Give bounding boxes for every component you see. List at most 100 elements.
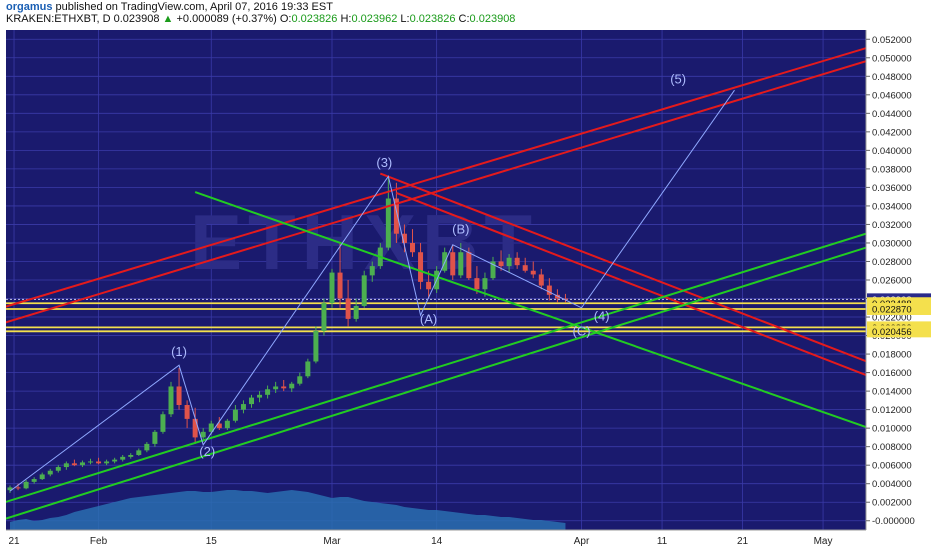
close-value: 0.023908 <box>469 13 516 25</box>
chart-header: orgamus published on TradingView.com, Ap… <box>0 0 932 28</box>
price-chart[interactable]: ETHXBT (1) (2) (3) (A) (B) (C)(4) (5) 0.052000 0.… <box>0 28 932 550</box>
low-value: 0.023826 <box>409 13 456 25</box>
author-link[interactable]: orgamus <box>6 1 53 13</box>
watermark-text: ETHXBT <box>190 198 538 286</box>
change-arrow-icon: ▲ <box>162 13 174 25</box>
y-tick-label: 0.038000 <box>872 164 912 175</box>
candle-body <box>353 305 359 319</box>
green-trendline <box>6 232 866 503</box>
wave-label: (2) <box>199 444 215 459</box>
candle-body <box>313 330 319 362</box>
symbol-label: KRAKEN:ETHXBT, D <box>6 13 111 25</box>
red-trendline <box>6 47 866 308</box>
wave-label: (C) <box>573 324 591 339</box>
y-tick-label: 0.028000 <box>872 257 912 268</box>
x-tick-label: 21 <box>737 536 749 547</box>
candle-body <box>393 198 399 234</box>
candle-body <box>184 405 190 419</box>
y-tick-label: 0.046000 <box>872 90 912 101</box>
change-value: +0.000089 (+0.37%) <box>176 13 277 25</box>
candle-body <box>176 386 182 405</box>
candle-body <box>514 257 520 266</box>
y-tick-label: 0.052000 <box>872 35 912 46</box>
y-tick-label: 0.006000 <box>872 461 912 472</box>
candle-body <box>7 487 13 491</box>
x-tick-label: 21 <box>8 536 20 547</box>
candle-body <box>289 383 295 389</box>
y-tick-label: 0.034000 <box>872 201 912 212</box>
candle-body <box>506 257 512 267</box>
candle-body <box>530 270 536 275</box>
high-label: H: <box>340 13 352 25</box>
candle-body <box>240 404 246 410</box>
y-tick-label: 0.014000 <box>872 387 912 398</box>
y-tick-label: 0.044000 <box>872 109 912 120</box>
wave-label: (1) <box>171 344 187 359</box>
candle-body <box>410 242 415 253</box>
candle-body <box>232 409 238 421</box>
candle-body <box>546 285 552 295</box>
last-price: 0.023908 <box>113 13 160 25</box>
y-tick-label: 0.048000 <box>872 72 912 83</box>
candle-body <box>112 459 118 462</box>
candle-body <box>96 461 102 464</box>
published-text: published on TradingView.com, April 07, … <box>55 1 333 13</box>
candle-body <box>281 386 287 389</box>
y-tick-label: 0.004000 <box>872 479 912 490</box>
candle-body <box>450 252 456 276</box>
high-value: 0.023962 <box>351 13 398 25</box>
candle-body <box>297 376 303 384</box>
publish-line: orgamus published on TradingView.com, Ap… <box>6 1 333 13</box>
candle-body <box>31 479 37 482</box>
candle-body <box>482 278 488 290</box>
candle-body <box>120 456 126 460</box>
price-label-box <box>867 302 931 315</box>
price-label-text: 0.022870 <box>872 304 912 315</box>
y-tick-label: 0.026000 <box>872 276 912 287</box>
wave-label: (5) <box>670 72 686 87</box>
x-tick-label: May <box>814 536 833 547</box>
open-label: O: <box>279 13 292 25</box>
x-tick-label: Apr <box>574 536 590 547</box>
green-trendline <box>194 191 866 429</box>
candle-body <box>458 252 464 276</box>
candle-body <box>257 394 263 398</box>
candle-body <box>192 418 198 438</box>
candle-body <box>562 298 568 300</box>
wave-label: (B) <box>452 222 469 237</box>
candle-body <box>321 303 327 331</box>
candle-body <box>15 487 21 489</box>
candle-body <box>474 278 480 290</box>
y-tick-label: 0.010000 <box>872 424 912 435</box>
candle-body <box>39 474 45 480</box>
candle-body <box>329 272 335 304</box>
candle-body <box>554 294 560 299</box>
y-tick-label: -0.000000 <box>872 516 915 527</box>
candle-body <box>401 233 407 243</box>
y-tick-label: 0.018000 <box>872 350 912 361</box>
red-trendline <box>6 60 866 324</box>
wave-label: (3) <box>376 155 392 170</box>
wave-label: (4) <box>594 309 610 324</box>
candle-body <box>23 481 29 489</box>
plot-area: ETHXBT (1) (2) (3) (A) (B) (C)(4) (5) <box>6 30 866 530</box>
candle-body <box>418 252 424 282</box>
candle-body <box>128 455 134 457</box>
candle-body <box>490 261 496 279</box>
candle-body <box>88 461 93 463</box>
candle-body <box>426 281 432 290</box>
open-value: 0.023826 <box>291 13 338 25</box>
candle-body <box>55 467 61 471</box>
red-trendline <box>396 192 866 377</box>
candle-body <box>466 252 472 279</box>
candle-body <box>216 423 222 429</box>
candle-body <box>160 414 166 432</box>
candle-body <box>208 423 214 432</box>
x-axis-background <box>0 530 932 550</box>
candle-body <box>345 298 351 319</box>
ohlc-line: KRAKEN:ETHXBT, D 0.023908 ▲ +0.000089 (+… <box>6 13 515 25</box>
y-tick-label: 0.030000 <box>872 238 912 249</box>
candle-body <box>104 461 110 464</box>
y-tick-label: 0.040000 <box>872 146 912 157</box>
candle-body <box>265 389 271 395</box>
